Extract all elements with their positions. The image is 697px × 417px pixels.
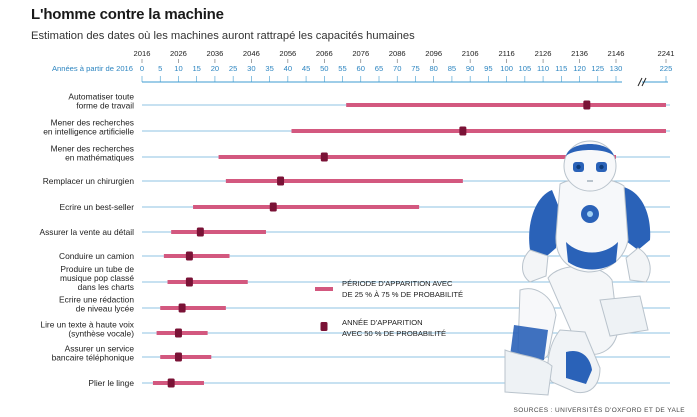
- offset-tick-label: 80: [429, 64, 437, 73]
- task-label: Produire un tube de: [60, 264, 134, 274]
- task-label: Lire un texte à haute voix: [40, 319, 134, 329]
- offset-tick-label: 0: [140, 64, 144, 73]
- offset-tick-label: 65: [375, 64, 383, 73]
- offset-tick-label: 55: [338, 64, 346, 73]
- offset-tick-label: 10: [174, 64, 182, 73]
- offset-tick-label: 35: [265, 64, 273, 73]
- chart-subtitle: Estimation des dates où les machines aur…: [31, 30, 415, 42]
- task-label: de niveau lycée: [76, 304, 135, 314]
- median-year-marker: [196, 227, 204, 237]
- offset-tick-label: 60: [357, 64, 365, 73]
- offset-tick-label: 75: [411, 64, 419, 73]
- median-year-marker: [269, 202, 277, 212]
- median-year-marker: [583, 100, 591, 110]
- task-label: (synthèse vocale): [68, 329, 134, 339]
- offset-tick-label: 95: [484, 64, 492, 73]
- offset-tick-label: 110: [537, 64, 549, 73]
- year-tick-label: 2046: [243, 49, 260, 58]
- legend-range-label: PÉRIODE D'APPARITION AVEC: [342, 279, 453, 288]
- task-label: Ecrire un best-seller: [60, 202, 135, 212]
- offset-tick-label: 85: [448, 64, 456, 73]
- robot-illustration: [504, 140, 651, 396]
- median-year-marker: [174, 352, 182, 362]
- axis-break-mark: [641, 77, 647, 87]
- year-tick-label: 2126: [535, 49, 552, 58]
- task-label: Assurer un service: [65, 343, 135, 353]
- task-label: Mener des recherches: [51, 117, 134, 127]
- year-tick-label: 2026: [170, 49, 187, 58]
- offset-tick-label: 225: [660, 64, 673, 73]
- year-tick-label: 2106: [462, 49, 479, 58]
- legend-median-label: AVEC 50 % DE PROBABILITÉ: [342, 329, 446, 338]
- offset-tick-label: 30: [247, 64, 255, 73]
- offset-tick-label: 15: [192, 64, 200, 73]
- offset-tick-label: 50: [320, 64, 328, 73]
- task-label: en mathématiques: [65, 153, 134, 163]
- offset-tick-label: 5: [158, 64, 162, 73]
- source-note: SOURCES : UNIVERSITÉS D'OXFORD ET DE YAL…: [513, 407, 685, 414]
- year-tick-label: 2076: [352, 49, 369, 58]
- offset-tick-label: 100: [500, 64, 513, 73]
- axis-caption: Années à partir de 2016: [52, 64, 133, 73]
- year-tick-label: 2086: [389, 49, 406, 58]
- offset-tick-label: 115: [555, 64, 567, 73]
- task-label: Conduire un camion: [59, 251, 134, 261]
- median-year-marker: [277, 176, 285, 186]
- legend-median-label: ANNÉE D'APPARITION: [342, 318, 423, 327]
- chart-title: L'homme contre la machine: [31, 6, 224, 23]
- offset-tick-label: 45: [302, 64, 310, 73]
- offset-tick-label: 105: [519, 64, 532, 73]
- offset-tick-label: 130: [610, 64, 623, 73]
- task-label: Remplacer un chirurgien: [43, 176, 135, 186]
- median-year-marker: [174, 328, 182, 338]
- task-label: Ecrire une rédaction: [59, 294, 134, 304]
- year-tick-label: 2066: [316, 49, 333, 58]
- year-tick-label: 2116: [498, 49, 514, 58]
- offset-tick-label: 25: [229, 64, 237, 73]
- offset-tick-label: 20: [211, 64, 219, 73]
- legend-median-swatch: [320, 322, 328, 331]
- median-year-marker: [459, 126, 467, 136]
- median-year-marker: [185, 251, 193, 261]
- offset-tick-label: 125: [591, 64, 604, 73]
- task-label: bancaire téléphonique: [52, 353, 135, 363]
- task-label: Automatiser toute: [68, 91, 134, 101]
- median-year-marker: [167, 378, 175, 388]
- task-label: Mener des recherches: [51, 143, 134, 153]
- year-tick-label: 2136: [571, 49, 588, 58]
- year-tick-label: 2036: [206, 49, 223, 58]
- year-tick-label: 2146: [608, 49, 625, 58]
- offset-tick-label: 40: [284, 64, 292, 73]
- task-label: en intelligence artificielle: [43, 127, 134, 137]
- year-tick-label: 2056: [279, 49, 296, 58]
- task-label: Plier le linge: [88, 378, 134, 388]
- median-year-marker: [185, 277, 193, 287]
- axis-break-mark: [637, 77, 643, 87]
- offset-tick-label: 120: [573, 64, 586, 73]
- median-year-marker: [178, 303, 186, 313]
- task-label: musique pop classé: [60, 273, 134, 283]
- median-year-marker: [320, 152, 328, 162]
- year-tick-label: 2016: [134, 49, 151, 58]
- year-tick-label: 2096: [425, 49, 442, 58]
- task-label: forme de travail: [76, 101, 134, 111]
- legend-range-label: DE 25 % À 75 % DE PROBABILITÉ: [342, 290, 463, 299]
- offset-tick-label: 90: [466, 64, 474, 73]
- year-tick-label: 2241: [658, 49, 675, 58]
- offset-tick-label: 70: [393, 64, 401, 73]
- task-label: Assurer la vente au détail: [39, 227, 134, 237]
- task-label: dans les charts: [78, 282, 134, 292]
